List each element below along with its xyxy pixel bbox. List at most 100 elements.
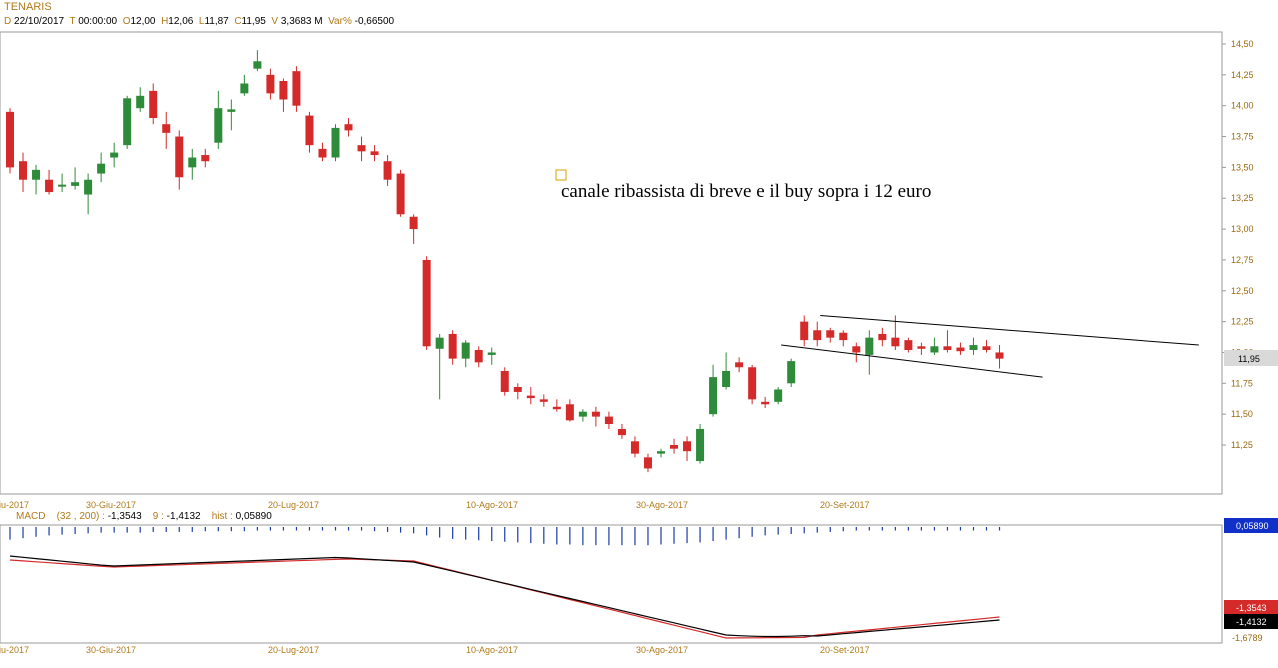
signal-value: -1,4132 xyxy=(166,511,201,522)
candle-body xyxy=(175,136,184,178)
candle xyxy=(761,396,770,408)
candle xyxy=(383,155,392,186)
candle xyxy=(696,424,705,464)
candle-body xyxy=(266,74,275,94)
y-tick-label: 11,75 xyxy=(1231,378,1253,388)
candle xyxy=(305,111,314,153)
y-tick-label: 14,00 xyxy=(1231,101,1254,111)
candle-body xyxy=(110,152,119,158)
y-tick-label: 12,75 xyxy=(1231,255,1254,265)
volume-value: 3,3683 M xyxy=(280,16,323,27)
date-value: 22/10/2017 xyxy=(14,16,65,27)
candle-body xyxy=(435,337,444,349)
candle-body xyxy=(461,342,470,359)
candle xyxy=(800,315,809,347)
close-label: C xyxy=(234,16,242,27)
candle-body xyxy=(318,148,327,158)
x-tick-label: 20-Set-2017 xyxy=(820,645,870,655)
candle xyxy=(71,167,80,190)
candle-body xyxy=(930,346,939,353)
macd-params: (32 , 200) : xyxy=(56,511,105,522)
macd-box-label: -1,3543 xyxy=(1236,603,1267,613)
candle-body xyxy=(643,457,652,469)
y-tick-label: 13,50 xyxy=(1231,162,1254,172)
chart-title: TENARIS xyxy=(4,1,52,13)
candle xyxy=(735,357,744,373)
candle-body xyxy=(357,145,366,152)
candle-body xyxy=(917,346,926,349)
candle xyxy=(943,330,952,353)
candle-body xyxy=(292,71,301,106)
candle xyxy=(670,438,679,454)
candle xyxy=(253,50,262,72)
candle xyxy=(995,345,1004,369)
x-tick-label: 10-Ago-2017 xyxy=(466,645,518,655)
hist-value: 0,05890 xyxy=(235,511,272,522)
candle-body xyxy=(787,361,796,384)
candle-body xyxy=(123,98,132,146)
candle-body xyxy=(982,346,991,350)
candle-body xyxy=(539,399,548,402)
close-value: 11,95 xyxy=(241,16,266,27)
channel-upper-line xyxy=(820,314,1199,346)
candle xyxy=(240,74,249,96)
candle xyxy=(474,346,483,368)
annotation-marker xyxy=(555,169,567,181)
x-tick-label: 20-Lug-2017 xyxy=(268,500,319,510)
candle xyxy=(6,108,14,174)
candle-body xyxy=(149,90,158,119)
candle-body xyxy=(45,179,54,193)
time-label: T xyxy=(69,16,76,27)
candle-body xyxy=(188,157,197,168)
candle-body xyxy=(683,441,692,452)
macd-bottom-label: -1,6789 xyxy=(1232,633,1263,643)
candle xyxy=(630,436,639,458)
y-tick-label: 11,50 xyxy=(1231,409,1253,419)
candle-body xyxy=(305,115,314,146)
candle-body xyxy=(617,428,626,436)
candle xyxy=(552,399,561,412)
candle-body xyxy=(331,127,340,158)
y-tick-label: 14,25 xyxy=(1231,70,1254,80)
candle xyxy=(58,173,67,193)
macd-name: MACD xyxy=(16,511,46,522)
candle-body xyxy=(513,387,522,392)
candle-body xyxy=(565,404,574,421)
candle xyxy=(175,130,184,190)
candle xyxy=(539,394,548,407)
last-price-box: 11,95 xyxy=(1224,350,1278,366)
candle-body xyxy=(578,411,587,417)
candle xyxy=(839,330,848,347)
candle-body xyxy=(604,416,613,425)
candle-body xyxy=(630,441,639,454)
candle-body xyxy=(852,346,861,353)
candle xyxy=(617,424,626,439)
candle xyxy=(409,214,418,244)
x-tick-label: 30-Ago-2017 xyxy=(636,500,688,510)
candle-body xyxy=(370,151,379,156)
candle xyxy=(331,124,340,162)
candle-body xyxy=(71,182,80,186)
candle-body xyxy=(344,124,353,131)
candle-body xyxy=(865,337,874,355)
candle-body xyxy=(722,370,731,388)
candle xyxy=(123,95,132,149)
last-price-label: 11,95 xyxy=(1238,354,1260,364)
candle xyxy=(45,169,54,195)
candle-body xyxy=(474,349,483,363)
x-tick-label: 10-Ago-2017 xyxy=(466,500,518,510)
candle-body xyxy=(201,155,210,162)
candle xyxy=(917,342,926,355)
y-tick-label: 13,75 xyxy=(1231,132,1254,142)
candle xyxy=(149,83,158,125)
candle xyxy=(487,347,496,365)
macd-indicator xyxy=(9,527,1001,639)
candle-body xyxy=(735,362,744,368)
y-tick-label: 12,25 xyxy=(1231,317,1254,327)
candle-body xyxy=(383,161,392,180)
candle-body xyxy=(162,124,171,133)
candle-body xyxy=(279,81,288,100)
candle-body xyxy=(670,445,679,449)
low-label: L xyxy=(198,16,205,27)
